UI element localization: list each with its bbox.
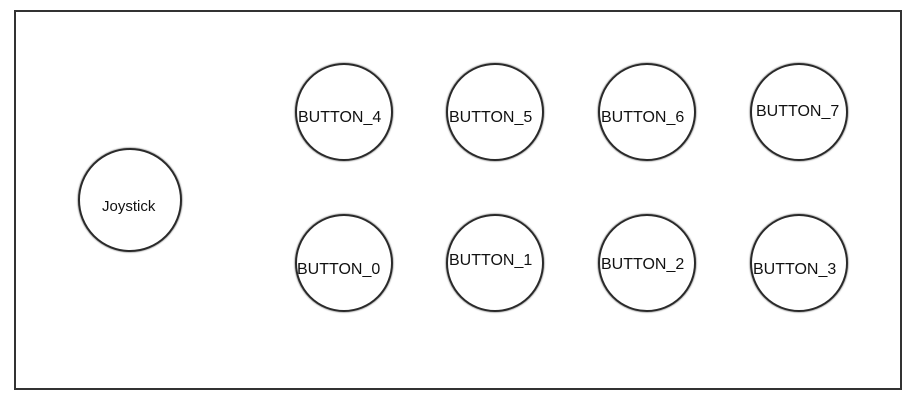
button-5[interactable] [446, 63, 544, 161]
button-1[interactable] [446, 214, 544, 312]
button-7[interactable] [750, 63, 848, 161]
button-6[interactable] [598, 63, 696, 161]
joystick-control[interactable] [78, 148, 182, 252]
button-3[interactable] [750, 214, 848, 312]
button-4[interactable] [295, 63, 393, 161]
button-2[interactable] [598, 214, 696, 312]
button-0[interactable] [295, 214, 393, 312]
